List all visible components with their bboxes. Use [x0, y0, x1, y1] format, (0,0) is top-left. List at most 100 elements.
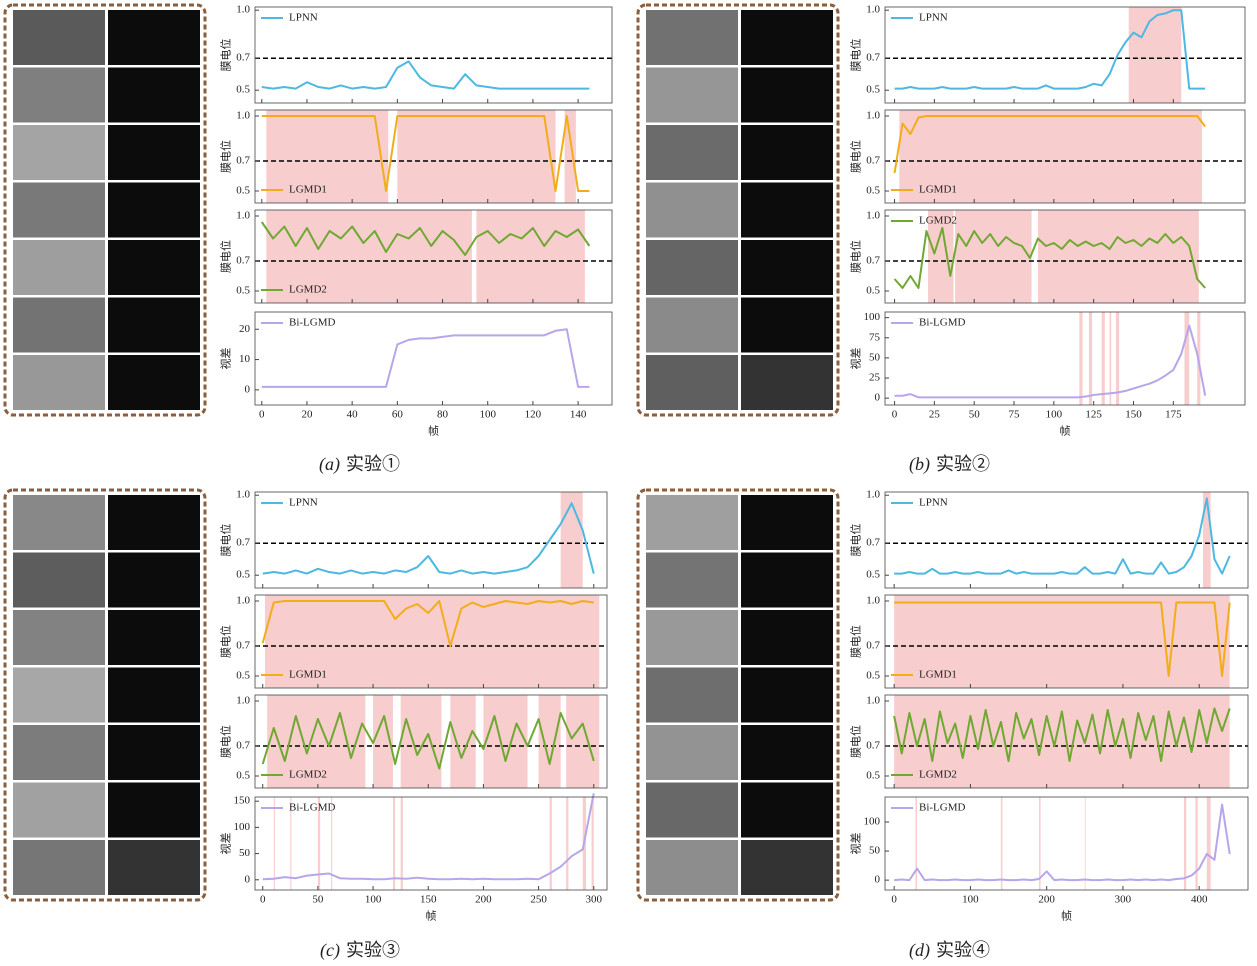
y-tick-label: 0.7 [866, 155, 880, 167]
x-tick-label: 0 [259, 409, 265, 421]
y-axis-label: 膜电位 [219, 524, 233, 557]
legend-label: LGMD1 [919, 669, 957, 681]
y-tick-label: 50 [869, 351, 881, 363]
y-tick-label: 10 [239, 353, 251, 365]
detection-region [1001, 797, 1003, 890]
event-frame [741, 183, 833, 238]
event-frame [741, 68, 833, 123]
y-axis-label: 视差 [849, 348, 863, 370]
y-axis-label: 膜电位 [219, 625, 233, 658]
y-axis-label: 视差 [849, 833, 863, 855]
x-tick-label: 50 [312, 894, 324, 906]
event-frame [741, 495, 833, 550]
legend-label: LGMD2 [919, 215, 957, 227]
event-frame [741, 610, 833, 665]
photo-frame [13, 240, 105, 295]
event-frame [108, 610, 200, 665]
y-tick-label: 1.0 [236, 595, 250, 607]
series-line [894, 498, 1230, 573]
x-tick-label: 100 [479, 409, 496, 421]
event-frame [108, 495, 200, 550]
event-frame [108, 725, 200, 780]
photo-frame [646, 298, 738, 353]
y-tick-label: 0.5 [236, 185, 250, 197]
y-tick-label: 50 [869, 845, 881, 857]
detection-region [450, 695, 475, 788]
x-tick-label: 20 [301, 409, 313, 421]
photo-frame [646, 125, 738, 180]
y-tick-label: 0.5 [866, 670, 880, 682]
y-tick-label: 0.7 [866, 740, 880, 752]
y-tick-label: 0.5 [236, 569, 250, 581]
y-tick-label: 20 [239, 323, 251, 335]
x-tick-label: 50 [969, 409, 981, 421]
y-axis-label: 膜电位 [849, 524, 863, 557]
series-line [895, 326, 1206, 398]
y-tick-label: 0.7 [866, 537, 880, 549]
x-axis-label: 帧 [1061, 909, 1072, 923]
y-axis-label: 视差 [219, 348, 233, 370]
y-axis-label: 膜电位 [849, 140, 863, 173]
detection-region [566, 797, 568, 890]
detection-region [1207, 797, 1211, 890]
detection-region [397, 110, 555, 203]
photo-frame [13, 10, 105, 65]
event-frame [741, 240, 833, 295]
y-tick-label: 0.7 [236, 155, 250, 167]
y-tick-label: 1.0 [236, 695, 250, 707]
event-frame [108, 783, 200, 838]
legend-label: LGMD1 [289, 184, 327, 196]
caption-label: (c) [320, 940, 340, 961]
x-tick-label: 40 [347, 409, 359, 421]
y-tick-label: 0 [245, 873, 251, 885]
photo-frame [13, 553, 105, 608]
photo-frame [13, 610, 105, 665]
photo-frame [646, 840, 738, 895]
event-frame [108, 125, 200, 180]
y-tick-label: 0.5 [866, 770, 880, 782]
y-tick-label: 1.0 [866, 695, 880, 707]
photo-frame [646, 240, 738, 295]
y-axis-label: 膜电位 [849, 625, 863, 658]
event-frame [108, 183, 200, 238]
y-tick-label: 0.5 [866, 569, 880, 581]
legend-label: LGMD1 [919, 184, 957, 196]
caption: 实验② [936, 454, 990, 474]
x-tick-label: 150 [1125, 409, 1142, 421]
x-tick-label: 175 [1165, 409, 1182, 421]
y-tick-label: 0.7 [236, 537, 250, 549]
event-frame [741, 840, 833, 895]
y-axis-label: 视差 [219, 833, 233, 855]
x-tick-label: 250 [530, 894, 547, 906]
y-tick-label: 0.7 [236, 52, 250, 64]
series-line [262, 329, 590, 387]
legend-label: LGMD2 [289, 769, 327, 781]
legend-label: LPNN [289, 497, 318, 509]
x-tick-label: 300 [1115, 894, 1132, 906]
detection-region [401, 695, 442, 788]
detection-region [1079, 312, 1082, 405]
detection-region [1085, 797, 1086, 890]
y-tick-label: 75 [869, 331, 881, 343]
y-tick-label: 1.0 [866, 110, 880, 122]
event-frame [108, 68, 200, 123]
event-frame [108, 240, 200, 295]
event-frame [108, 10, 200, 65]
x-axis-label: 帧 [1060, 424, 1071, 438]
y-axis-label: 膜电位 [219, 39, 233, 72]
photo-frame [646, 355, 738, 410]
detection-region [274, 797, 275, 890]
series-line [263, 503, 594, 573]
y-tick-label: 0 [245, 383, 251, 395]
y-tick-label: 0.5 [866, 285, 880, 297]
photo-frame [646, 610, 738, 665]
x-tick-label: 150 [420, 894, 437, 906]
legend-label: LGMD1 [289, 669, 327, 681]
y-tick-label: 1.0 [236, 489, 250, 501]
detection-region [266, 110, 388, 203]
x-tick-label: 75 [1009, 409, 1021, 421]
y-tick-label: 1.0 [236, 210, 250, 222]
y-tick-label: 1.0 [866, 4, 880, 16]
x-axis-label: 帧 [428, 424, 439, 438]
detection-region [916, 797, 918, 890]
